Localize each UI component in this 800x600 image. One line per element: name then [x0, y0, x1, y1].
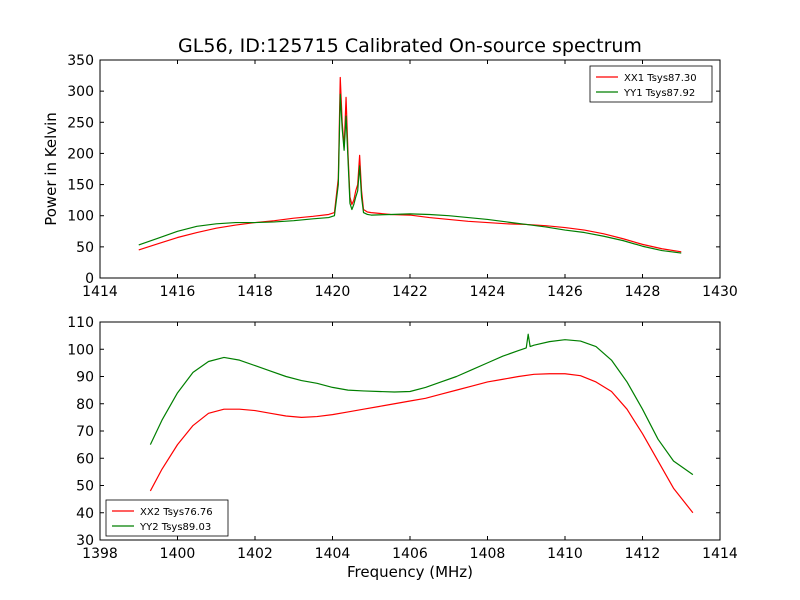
top-x-tick-label: 1414 — [82, 284, 118, 300]
top-y-tick-label: 200 — [67, 146, 94, 162]
top-y-tick-label: 150 — [67, 178, 94, 194]
bottom-y-tick-label: 60 — [76, 451, 94, 467]
bottom-y-tick-label: 70 — [76, 424, 94, 440]
top-x-tick-label: 1416 — [160, 284, 196, 300]
top-panel: 1414 1416 1418 1420 1422 1424 1426 1428 1430 0 50 1… — [67, 53, 738, 300]
bottom-x-tick-label: 1400 — [160, 546, 196, 562]
top-x-tick-label: 1420 — [315, 284, 351, 300]
bottom-x-tick-label: 1398 — [82, 546, 118, 562]
top-x-tick-label: 1422 — [392, 284, 428, 300]
top-x-tick-label: 1424 — [470, 284, 506, 300]
top-series-line-1 — [138, 76, 682, 253]
top-legend-label-1: XX1 Tsys87.30 — [624, 73, 697, 84]
bottom-series-line-1 — [149, 373, 694, 514]
bottom-y-tick-label: 110 — [67, 315, 94, 331]
bottom-panel: 1398 1400 1402 1404 1406 1408 1410 1412 1414 30 40… — [67, 315, 738, 562]
bottom-x-tick-label: 1414 — [702, 546, 738, 562]
bottom-y-tick-label: 90 — [76, 370, 94, 386]
top-legend-label-2: YY1 Tsys87.92 — [623, 88, 695, 99]
bottom-legend-label-1: XX2 Tsys76.76 — [140, 507, 213, 518]
top-y-tick-label: 100 — [67, 209, 94, 225]
bottom-legend: XX2 Tsys76.76 YY2 Tsys89.03 — [105, 499, 229, 537]
top-y-tick-label: 300 — [67, 84, 94, 100]
top-series-line-2 — [138, 93, 682, 254]
bottom-legend-label-2: YY2 Tsys89.03 — [139, 522, 211, 533]
bottom-series-line-2 — [149, 333, 694, 476]
bottom-y-tick-label: 50 — [76, 479, 94, 495]
bottom-x-tick-label: 1410 — [547, 546, 583, 562]
y-axis-label: Power in Kelvin — [42, 112, 60, 226]
bottom-x-tick-label: 1406 — [392, 546, 428, 562]
top-y-tick-label: 350 — [67, 53, 94, 69]
bottom-x-tick-label: 1412 — [625, 546, 661, 562]
bottom-legend-box — [105, 499, 229, 537]
top-y-tick-label: 250 — [67, 115, 94, 131]
top-x-tick-label: 1418 — [237, 284, 273, 300]
top-x-tick-label: 1426 — [547, 284, 583, 300]
bottom-y-tick-label: 100 — [67, 342, 94, 358]
x-axis-label: Frequency (MHz) — [347, 563, 473, 581]
top-x-tick-label: 1430 — [702, 284, 738, 300]
bottom-x-tick-label: 1402 — [237, 546, 273, 562]
figure-title: GL56, ID:125715 Calibrated On-source spe… — [178, 35, 642, 57]
bottom-x-tick-label: 1408 — [470, 546, 506, 562]
top-y-tick-label: 0 — [85, 271, 94, 287]
top-legend: XX1 Tsys87.30 YY1 Tsys87.92 — [589, 65, 713, 103]
top-legend-box — [589, 65, 713, 103]
bottom-y-tick-label: 40 — [76, 506, 94, 522]
bottom-y-tick-label: 80 — [76, 397, 94, 413]
bottom-y-tick-label: 30 — [76, 533, 94, 549]
top-x-tick-label: 1428 — [625, 284, 661, 300]
top-y-tick-label: 50 — [76, 240, 94, 256]
bottom-x-tick-label: 1404 — [315, 546, 351, 562]
